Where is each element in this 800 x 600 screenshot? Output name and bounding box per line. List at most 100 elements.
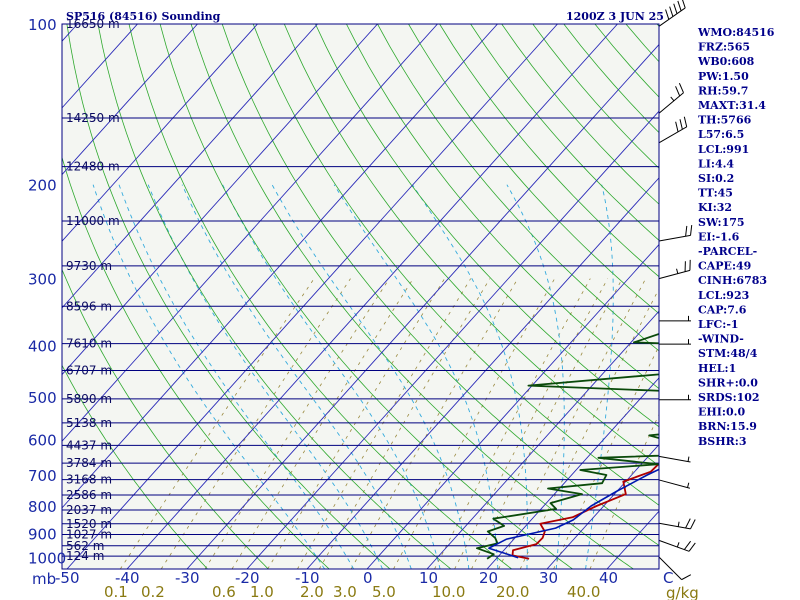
height-label: 2037 m (66, 503, 112, 517)
wind-barb-feather (688, 542, 696, 552)
height-label: 1027 m (66, 528, 112, 542)
mixing-ratio-line (267, 278, 445, 569)
isotherm (546, 443, 659, 569)
pressure-tick-label: 400 (28, 337, 57, 355)
pressure-tick-label: 200 (28, 177, 57, 195)
dry-adiabat (283, 24, 659, 467)
temperature-tick-label: -40 (115, 569, 140, 587)
moist-adiabat (271, 184, 470, 569)
wind-barb-feather (675, 86, 681, 97)
wind-barb-staff (658, 269, 691, 280)
temperature-tick-label: 30 (539, 569, 558, 587)
moist-adiabat (506, 184, 565, 569)
mixing-ratio-line (519, 287, 659, 569)
mixing-ratio-label: 40.0 (567, 583, 600, 600)
height-label: 8596 m (66, 299, 112, 313)
isotherm (62, 24, 378, 376)
dewpoint-line (476, 333, 659, 560)
height-label: 4437 m (66, 438, 112, 452)
wind-barb-feather (683, 540, 692, 550)
wind-barb (658, 479, 691, 489)
mixing-ratio-label: 0.2 (141, 583, 165, 600)
wind-barb-staff (658, 455, 691, 463)
isotherm (126, 24, 618, 569)
chart-title: SP516 (84516) Sounding (66, 10, 221, 23)
wind-barb-feather (673, 3, 678, 14)
isotherms (62, 24, 659, 569)
mixing-ratio-line (231, 278, 414, 569)
temperature-tick-labels: -50 -40 -30 -20 -10 0 10 20 30 40 C (55, 569, 673, 587)
wind-barb-staff (658, 539, 690, 552)
pressure-tick-label: 1000 (28, 550, 66, 568)
wind-barb (658, 0, 686, 27)
pressure-tick-label: 100 (28, 16, 57, 34)
wind-barb-staff (658, 479, 691, 489)
sounding-index: -PARCEL- (698, 245, 757, 258)
isotherm (62, 24, 498, 509)
temperature-line (511, 462, 659, 560)
height-label: 6707 m (66, 364, 112, 378)
height-label: 16650 m (66, 17, 120, 31)
sounding-index: WB0:608 (697, 55, 755, 68)
isotherm (246, 110, 659, 569)
sounding-index: TT:45 (698, 187, 733, 200)
wind-barb (659, 315, 691, 322)
isotherm (62, 24, 318, 309)
wind-barb-half-feather (676, 542, 680, 548)
parcel-line (488, 468, 659, 559)
height-label: 11000 m (66, 214, 120, 228)
valid-time: 1200Z 3 JUN 25 (566, 10, 664, 23)
sounding-index: L57:6.5 (698, 128, 744, 141)
wind-barb-feather (685, 518, 691, 529)
wind-barb-staff (658, 234, 691, 242)
height-label: 5138 m (66, 416, 112, 430)
wind-barb-staff (658, 556, 682, 580)
dry-adiabats (62, 24, 659, 569)
isotherm (486, 377, 659, 569)
mixing-ratio-line (471, 278, 623, 569)
sounding-index: PW:1.50 (698, 70, 749, 83)
moist-adiabat (147, 184, 383, 569)
sounding-index: CAPE:49 (698, 260, 751, 273)
isotherm (186, 43, 659, 569)
wind-barb-half-feather (687, 456, 690, 462)
wind-barb (658, 539, 696, 552)
wind-barb (658, 224, 693, 242)
temperature-tick-label: -20 (235, 569, 260, 587)
wind-barb-feather (685, 225, 688, 237)
dry-adiabat (252, 24, 659, 506)
wind-barb-staff (658, 7, 686, 27)
height-label: 124 m (66, 549, 104, 563)
height-label: 12480 m (66, 160, 120, 174)
dry-adiabat (315, 24, 659, 428)
sounding-index: LI:4.4 (698, 157, 734, 170)
wind-barb-feather (665, 9, 670, 20)
sounding-index: SRDS:102 (698, 391, 760, 404)
wind-barb-feather (675, 121, 679, 132)
wind-barb-feather (669, 6, 674, 17)
sounding-index: HEL:1 (698, 362, 736, 375)
wind-barb (659, 394, 691, 401)
sounding-index: LFC:-1 (698, 318, 739, 331)
temperature-tick-label: C (663, 569, 673, 587)
moist-adiabats (92, 184, 614, 569)
sounding-index: KI:32 (698, 201, 732, 214)
wind-barb-feather (683, 116, 688, 127)
sounding-index: -WIND- (698, 333, 744, 346)
wind-barb (658, 116, 688, 144)
dry-adiabat (128, 24, 512, 569)
mixing-ratio-label: 2.0 (300, 583, 324, 600)
wind-barb (658, 455, 691, 463)
dry-adiabat (62, 155, 330, 569)
mixing-ratio-label: 1.0 (250, 583, 274, 600)
wind-barb-feather (690, 224, 693, 236)
pressure-tick-label: 600 (28, 431, 57, 449)
sounding-index: STM:48/4 (698, 347, 758, 360)
dry-adiabat (159, 24, 573, 569)
pressure-tick-labels: 100 200 300 400 500 600 700 800 900 1000 (28, 16, 66, 568)
mixing-ratio-line (434, 278, 591, 569)
sounding-index: FRZ:565 (698, 41, 750, 54)
height-label: 1520 m (66, 517, 112, 531)
